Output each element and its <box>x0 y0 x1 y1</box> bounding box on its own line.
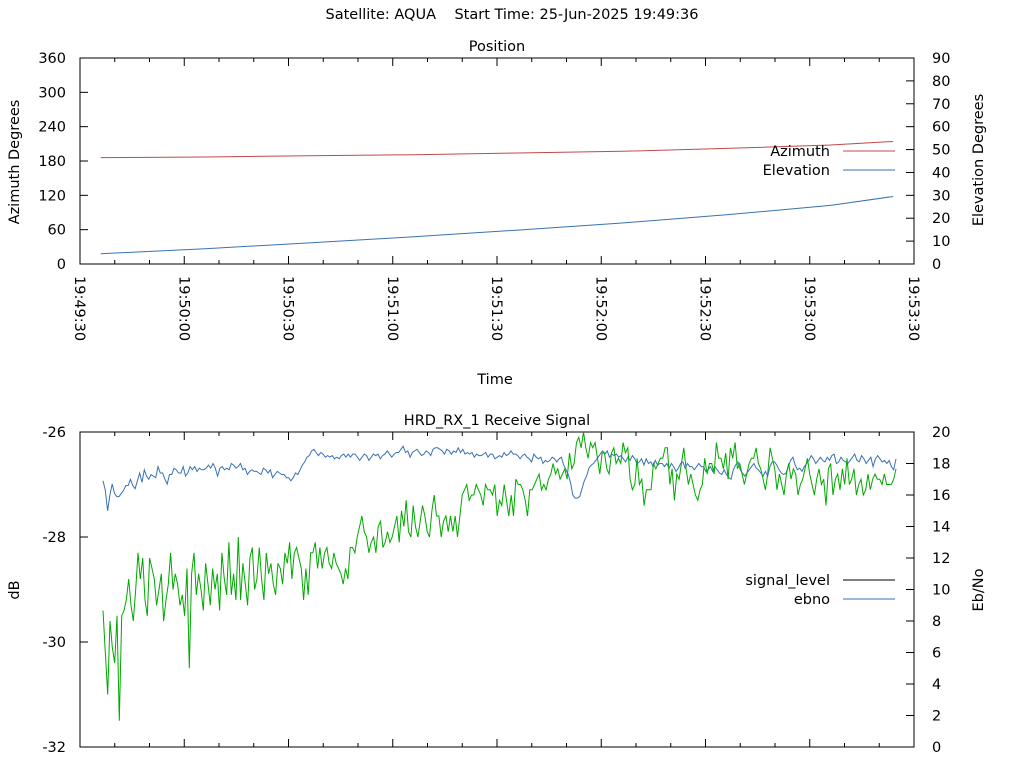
position-y2-tick-label: 80 <box>932 74 950 90</box>
position-plot-border <box>79 57 915 265</box>
position-y2-tick-label: 20 <box>932 211 950 227</box>
signal-y2-tick-label: 16 <box>932 488 950 504</box>
signal-y2-tick-label: 10 <box>932 583 950 599</box>
signal-series-lines <box>102 431 897 721</box>
position-y2-tick-label: 10 <box>932 234 950 250</box>
position-y-tick-label: 120 <box>38 188 66 204</box>
position-y-axis-label: Azimuth Degrees <box>7 100 23 225</box>
signal-chart-title: HRD_RX_1 Receive Signal <box>404 413 590 429</box>
page-title: Satellite: AQUA Start Time: 25-Jun-2025 … <box>0 7 1024 23</box>
position-axis-ticks: 0 60 120 180 240 300 360 0 10 20 30 40 50 60 70 80 90 19:… <box>38 51 950 341</box>
legend-signal-level-label: signal_level <box>745 573 830 589</box>
azimuth-line <box>100 141 894 159</box>
position-chart: Position 0 60 120 180 240 300 360 0 10 20 30 40 50 60… <box>7 39 987 388</box>
position-x-tick-label: 19:50:30 <box>280 276 296 341</box>
legend-elevation-label: Elevation <box>763 163 830 179</box>
position-y-tick-label: 360 <box>38 51 66 67</box>
signal-y2-tick-label: 14 <box>932 520 950 536</box>
position-y2-tick-label: 70 <box>932 97 950 113</box>
position-y2-tick-label: 40 <box>932 165 950 181</box>
position-y2-axis-label: Elevation Degrees <box>971 94 987 226</box>
position-legend: Azimuth Elevation <box>763 144 895 179</box>
signal-legend: signal_level ebno <box>745 573 895 608</box>
signal-level-line <box>102 431 897 721</box>
signal-y-tick-label: -28 <box>42 530 66 546</box>
position-x-tick-label: 19:49:30 <box>71 276 87 341</box>
position-series-lines <box>100 141 894 255</box>
position-y-tick-label: 300 <box>38 85 66 101</box>
position-x-tick-label: 19:53:00 <box>801 276 817 341</box>
signal-y-tick-label: -30 <box>42 635 66 651</box>
position-y2-tick-label: 60 <box>932 120 950 136</box>
signal-y-tick-label: -32 <box>42 740 66 756</box>
signal-y2-tick-label: 2 <box>932 709 941 725</box>
position-x-tick-label: 19:52:00 <box>592 276 608 341</box>
legend-ebno-label: ebno <box>794 592 830 608</box>
position-y-tick-label: 180 <box>38 154 66 170</box>
signal-y2-tick-label: 20 <box>932 425 950 441</box>
position-x-axis-label: Time <box>476 372 513 388</box>
position-y-tick-label: 60 <box>48 223 66 239</box>
position-x-tick-label: 19:53:30 <box>905 276 921 341</box>
position-y2-tick-label: 0 <box>932 257 941 273</box>
legend-azimuth-label: Azimuth <box>770 144 830 160</box>
signal-y-axis-label: dB <box>7 580 23 599</box>
signal-y2-tick-label: 12 <box>932 551 950 567</box>
signal-y2-tick-label: 4 <box>932 677 941 693</box>
signal-y2-tick-label: 8 <box>932 614 941 630</box>
position-x-tick-label: 19:50:00 <box>175 276 191 341</box>
position-y-tick-label: 0 <box>57 257 66 273</box>
receive-signal-chart: HRD_RX_1 Receive Signal -26-28-30-322018… <box>7 413 987 756</box>
satellite-label: Satellite: AQUA <box>325 7 437 23</box>
signal-y2-axis-label: Eb/No <box>971 568 987 611</box>
position-y-tick-label: 240 <box>38 120 66 136</box>
position-x-tick-label: 19:51:00 <box>384 276 400 341</box>
position-y2-tick-label: 50 <box>932 143 950 159</box>
position-x-tick-label: 19:51:30 <box>488 276 504 341</box>
signal-y-tick-label: -26 <box>42 425 66 441</box>
elevation-line <box>100 196 894 255</box>
position-y2-tick-label: 90 <box>932 51 950 67</box>
signal-y2-tick-label: 6 <box>932 646 941 662</box>
signal-plot-border <box>79 431 915 748</box>
position-x-tick-label: 19:52:30 <box>697 276 713 341</box>
start-time-label: Start Time: 25-Jun-2025 19:49:36 <box>454 7 699 23</box>
ebno-line <box>102 445 897 511</box>
position-y2-tick-label: 30 <box>932 188 950 204</box>
position-chart-title: Position <box>469 39 525 55</box>
signal-y2-tick-label: 18 <box>932 457 950 473</box>
signal-y2-tick-label: 0 <box>932 740 941 756</box>
